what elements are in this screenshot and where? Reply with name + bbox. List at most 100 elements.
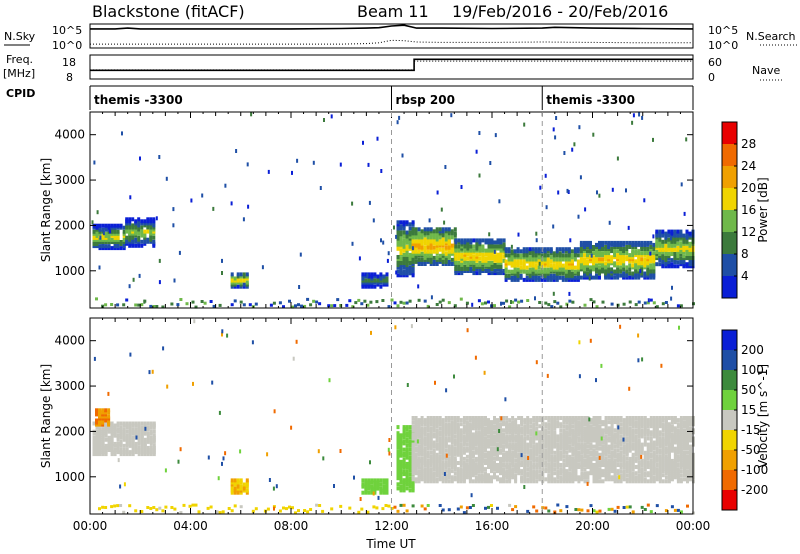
heatmap-cell <box>507 249 511 254</box>
heatmap-cell <box>414 456 418 461</box>
heatmap-cell <box>146 239 150 244</box>
heatmap-cell <box>631 249 635 254</box>
heatmap-cell <box>525 253 529 258</box>
heatmap-cell <box>568 436 572 441</box>
heatmap-cell <box>444 448 448 453</box>
heatmap-cell <box>655 475 659 480</box>
heatmap-cell <box>447 235 451 240</box>
heatmap-cell <box>607 420 611 425</box>
heatmap-cell <box>676 235 680 240</box>
heatmap-cell <box>364 284 368 289</box>
heatmap-cell <box>499 477 502 482</box>
heatmap-cell <box>504 267 508 272</box>
heatmap-cell <box>523 432 527 437</box>
heatmap-cell <box>336 298 340 302</box>
heatmap-cell <box>125 435 129 440</box>
heatmap-cell <box>477 416 481 420</box>
heatmap-cell <box>432 262 436 266</box>
heatmap-cell <box>547 416 551 420</box>
heatmap-cell <box>637 422 641 427</box>
heatmap-cell <box>405 447 409 452</box>
heatmap-cell <box>634 465 638 469</box>
heatmap-cell <box>586 479 590 484</box>
heatmap-cell <box>435 262 439 266</box>
heatmap-cell <box>637 269 641 274</box>
heatmap-cell <box>550 442 554 447</box>
heatmap-cell <box>109 229 112 234</box>
heatmap-cell <box>519 257 523 262</box>
heatmap-cell <box>622 471 626 476</box>
heatmap-cell <box>640 461 644 465</box>
heatmap-cell <box>628 255 632 260</box>
heatmap-cell <box>116 229 120 234</box>
heatmap-cell <box>125 221 129 226</box>
heatmap-cell <box>92 435 96 440</box>
heatmap-cell <box>610 461 614 465</box>
nave-label: Nave <box>752 64 780 77</box>
heatmap-cell <box>652 456 656 461</box>
heatmap-cell <box>583 253 586 258</box>
heatmap-cell <box>514 467 518 472</box>
heatmap-cell <box>140 421 144 426</box>
heatmap-cell <box>637 273 641 278</box>
heatmap-cell <box>426 245 430 250</box>
heatmap-cell <box>107 429 111 434</box>
heatmap-cell <box>502 242 506 247</box>
heatmap-cell <box>595 432 599 437</box>
heatmap-cell <box>306 297 310 301</box>
heatmap-cell <box>438 454 442 459</box>
heatmap-cell <box>565 469 569 474</box>
heatmap-cell <box>459 432 463 437</box>
heatmap-cell <box>538 432 542 437</box>
heatmap-cell <box>619 269 623 274</box>
heatmap-cell <box>396 431 400 436</box>
heatmap-cell <box>658 235 662 240</box>
heatmap-cell <box>598 432 602 437</box>
heatmap-cell <box>362 140 364 145</box>
heatmap-cell <box>523 442 527 447</box>
heatmap-cell <box>510 249 514 254</box>
heatmap-cell <box>438 418 442 423</box>
heatmap-cell <box>598 259 601 264</box>
heatmap-cell <box>513 263 517 268</box>
heatmap-cell <box>152 305 156 308</box>
heatmap-cell <box>101 240 105 244</box>
heatmap-cell <box>363 299 367 303</box>
heatmap-cell <box>432 432 436 437</box>
heatmap-cell <box>95 439 99 444</box>
heatmap-cell <box>411 461 415 465</box>
heatmap-cell <box>511 300 515 304</box>
heatmap-cell <box>140 303 144 307</box>
heatmap-cell <box>462 467 466 472</box>
nave-right-tick-top: 60 <box>708 56 722 69</box>
heatmap-cell <box>423 255 427 260</box>
heatmap-cell <box>435 245 439 250</box>
heatmap-cell <box>441 467 445 472</box>
heatmap-cell <box>565 454 569 459</box>
heatmap-cell <box>429 461 433 465</box>
heatmap-cell <box>408 461 412 466</box>
heatmap-cell <box>561 263 565 268</box>
heatmap-cell <box>589 442 593 447</box>
heatmap-cell <box>529 456 533 461</box>
heatmap-cell <box>128 429 132 434</box>
heatmap-cell <box>658 418 662 423</box>
heatmap-cell <box>664 422 668 427</box>
heatmap-cell <box>520 456 524 461</box>
heatmap-cell <box>511 446 515 451</box>
heatmap-cell <box>98 439 102 444</box>
heatmap-cell <box>379 482 383 487</box>
heatmap-cell <box>682 250 686 254</box>
heatmap-cell <box>616 448 620 453</box>
heatmap-cell <box>101 414 105 419</box>
heatmap-cell <box>465 442 469 447</box>
heatmap-cell <box>538 261 541 266</box>
heatmap-cell <box>658 430 662 435</box>
heatmap-cell <box>616 475 620 480</box>
heatmap-cell <box>405 269 409 274</box>
heatmap-cell <box>469 246 473 251</box>
heatmap-cell <box>474 416 478 420</box>
heatmap-cell <box>526 450 530 455</box>
heatmap-cell <box>385 276 389 281</box>
